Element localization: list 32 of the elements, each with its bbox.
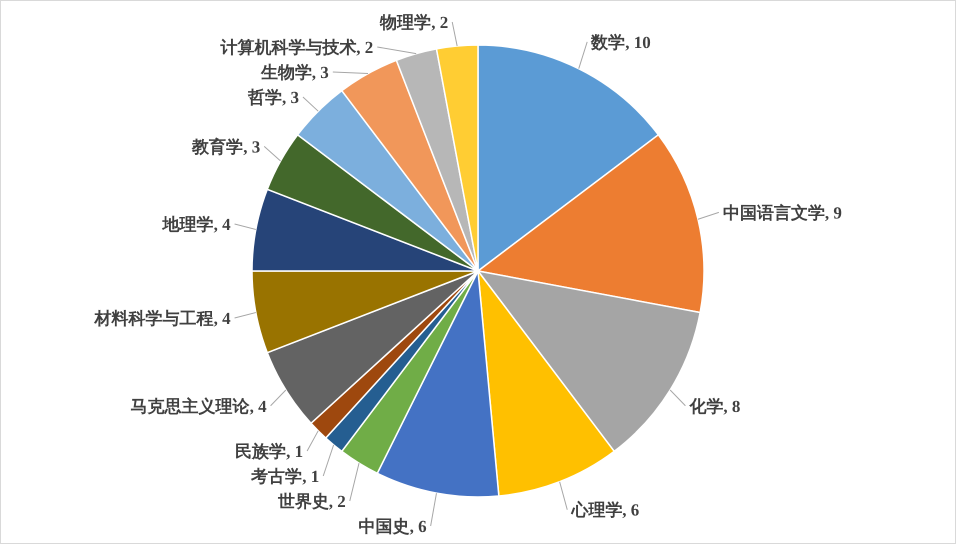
slice-label: 世界史: [276, 492, 329, 511]
slice-label: 物理学: [379, 13, 432, 32]
data-label: , 3: [282, 88, 299, 107]
slice-label: 哲学: [246, 88, 282, 107]
data-label: , 2: [356, 38, 374, 57]
data-label: , 4: [214, 309, 232, 328]
data-label: , 9: [824, 203, 842, 222]
data-label: , 1: [286, 442, 304, 461]
data-label: , 10: [625, 32, 651, 52]
slice-label: 地理学: [162, 214, 214, 234]
slice-label: 计算机科学与技术: [219, 38, 356, 57]
data-label: , 4: [250, 396, 268, 416]
data-label: , 6: [622, 500, 640, 520]
slice-label: 民族学: [235, 442, 286, 461]
data-label: , 8: [723, 396, 740, 416]
slice-label: 化学: [688, 396, 724, 416]
data-label: , 4: [214, 214, 232, 234]
slice-label: 教育学: [191, 136, 244, 156]
slice-label: 材料科学与工程: [94, 309, 214, 328]
slice-label: 考古学: [250, 467, 302, 486]
data-label: , 2: [431, 13, 448, 32]
slice-label: 中国史: [358, 517, 410, 536]
data-label: , 6: [410, 517, 427, 536]
slice-label: 生物学: [260, 63, 312, 82]
data-label: , 3: [243, 137, 260, 156]
data-label: , 1: [302, 467, 320, 486]
slice-label: 中国语言文学: [722, 203, 825, 222]
data-label: , 2: [328, 492, 346, 511]
data-label: , 3: [312, 63, 329, 82]
slice-label: 心理学: [570, 500, 622, 520]
slice-label: 数学: [590, 32, 626, 52]
slice-label: 马克思主义理论: [130, 396, 251, 416]
